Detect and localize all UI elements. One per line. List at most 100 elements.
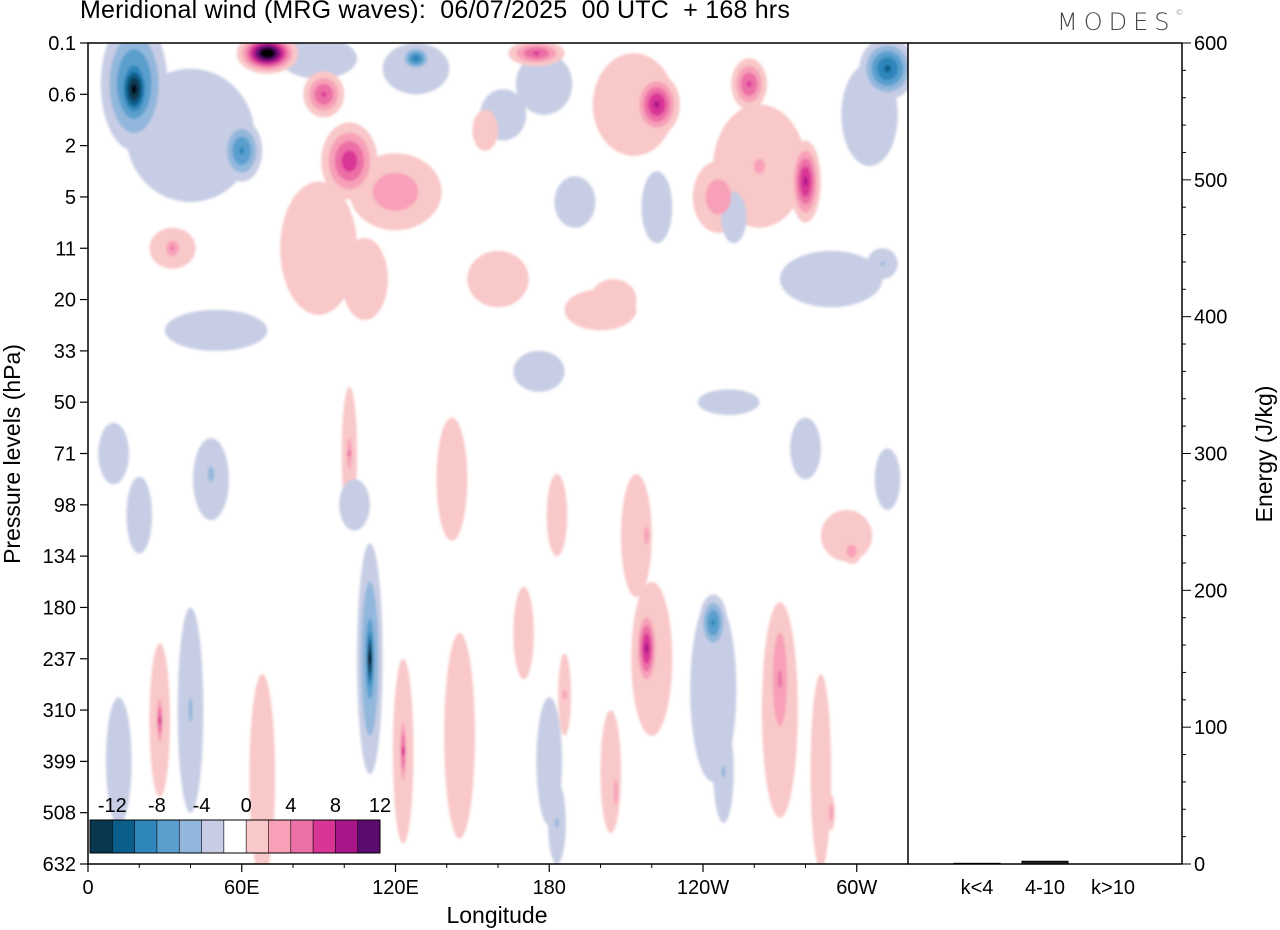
contour-blob-69-level-3: [411, 54, 421, 62]
energy-tick-label: 200: [1194, 580, 1227, 602]
colorbar-label: 8: [330, 795, 341, 817]
energy-tick-label: 0: [1194, 854, 1205, 876]
contour-blob-53-level-0: [790, 417, 821, 480]
contour-blob-75-level-2: [347, 450, 352, 457]
energy-tick-label: 300: [1194, 444, 1227, 466]
y-tick-label: 98: [54, 495, 76, 517]
contour-blob-32-level-0: [280, 43, 358, 79]
contour-blob-38-level-6: [259, 48, 276, 59]
contour-blob-26-level-0: [515, 53, 573, 115]
y-tick-label: 310: [43, 700, 76, 722]
x-tick-label: 120E: [372, 877, 419, 899]
contour-blob-55-level-3: [746, 80, 752, 88]
contour-blob-13-level-0: [249, 674, 276, 864]
y-tick-label: 2: [65, 136, 76, 158]
logo-text: MODES: [1057, 8, 1176, 36]
contour-blob-76-level-1: [207, 466, 215, 482]
y-tick-label: 134: [43, 546, 76, 568]
contour-blob-28-level-6: [131, 84, 137, 95]
y-tick-label: 11: [55, 238, 76, 260]
wind-contour-field: [98, 43, 908, 864]
contour-blob-7-level-1: [372, 172, 419, 211]
y-tick-label: 0.6: [48, 84, 76, 106]
contour-blob-61-level-1: [554, 818, 559, 828]
colorbar-label: 12: [369, 795, 391, 817]
contour-blob-74-level-1: [613, 779, 618, 805]
contour-blob-77-level-1: [644, 526, 650, 545]
heatmap-axes: 0.1 0.6 2 5 11 20 33 50 71 98 134 180 237 310 399 508 63…: [43, 33, 909, 899]
contour-blob-35-level-4: [654, 100, 660, 109]
y-tick-label: 5: [65, 187, 76, 209]
contour-blob-49-level-0: [513, 586, 534, 680]
contour-blob-62-level-3: [533, 51, 540, 56]
contour-blob-30-level-0: [105, 697, 132, 826]
x-tick-label: 180: [533, 877, 566, 899]
colorbar-swatch: [90, 820, 113, 853]
y-tick-label: 180: [43, 597, 76, 619]
contour-blob-19-level-0: [341, 237, 388, 321]
x-tick-label: 60W: [836, 877, 877, 899]
modes-logo: MODES©: [1057, 8, 1183, 36]
energy-category-label: k>10: [1091, 877, 1135, 899]
colorbar-swatch: [134, 820, 158, 853]
colorbar-swatch: [156, 820, 180, 853]
colorbar-swatch: [313, 820, 336, 853]
energy-bar-1: [1021, 860, 1069, 865]
colorbar-label: 4: [285, 795, 296, 817]
contour-blob-44-level-1: [721, 765, 726, 778]
x-tick-label: 60E: [224, 877, 260, 899]
energy-bar-panel: 0 100 200 300 400 500 600 k<4 4-10 k>10: [908, 33, 1227, 899]
contour-blob-52-level-3: [321, 91, 327, 98]
colorbar-swatch: [179, 820, 203, 853]
y-tick-label: 33: [54, 341, 76, 363]
contour-blob-2-level-0: [280, 181, 358, 315]
y-tick-label: 399: [43, 751, 76, 773]
colorbar-frame: [89, 819, 381, 854]
y-axis-label: Pressure levels (hPa): [0, 344, 25, 564]
contour-blob-47-level-0: [126, 476, 153, 554]
contour-blob-60-level-0: [697, 389, 760, 416]
contour-blob-54-level-0: [98, 422, 129, 485]
contour-blob-66-level-0: [472, 109, 498, 151]
energy-tick-label: 600: [1194, 33, 1227, 55]
x-tick-label: 0: [82, 877, 93, 899]
contour-blob-21-level-0: [436, 417, 468, 541]
contour-blob-17-level-0: [810, 674, 832, 864]
contour-blob-68-level-0: [318, 248, 334, 310]
energy-axis-label: Energy (J/kg): [1251, 386, 1277, 523]
contour-blob-70-level-3: [401, 746, 406, 757]
contour-blob-48-level-4: [644, 643, 649, 654]
contour-blob-56-level-0: [546, 474, 568, 557]
colorbar-swatch: [335, 820, 359, 853]
logo-mark: ©: [1175, 8, 1184, 17]
contour-blob-59-level-0: [339, 479, 370, 531]
contour-blob-23-level-2: [777, 670, 782, 689]
contour-blob-51-level-0: [590, 279, 637, 321]
contour-blob-67-level-1: [880, 261, 885, 266]
contour-blob-71-level-1: [846, 544, 857, 558]
colorbar-swatch: [246, 820, 269, 853]
energy-bar-0: [953, 862, 1001, 865]
colorbar-swatch: [268, 820, 292, 853]
colorbar-swatch: [201, 820, 225, 853]
contour-blob-20-level-0: [621, 474, 652, 598]
contour-blob-22-level-1: [705, 179, 732, 215]
colorbar: -12 -8 -4 0 4 8 12: [89, 795, 391, 854]
contour-blob-25-level-4: [884, 64, 891, 73]
contour-blob-42-level-0: [641, 171, 673, 244]
contour-blob-37-level-4: [803, 176, 808, 187]
colorbar-swatch: [223, 820, 247, 853]
energy-tick-label: 500: [1194, 170, 1227, 192]
energy-tick-label: 400: [1194, 307, 1227, 329]
y-tick-label: 632: [43, 854, 76, 876]
contour-blob-11-level-0: [779, 250, 883, 308]
contour-blob-9-level-0: [444, 633, 475, 839]
contour-blob-15-level-3: [341, 150, 358, 172]
contour-blob-58-level-0: [874, 448, 901, 510]
contour-blob-72-level-2: [170, 246, 175, 251]
x-axis-label: Longitude: [446, 902, 547, 928]
energy-category-label: 4-10: [1025, 877, 1065, 899]
x-tick-label: 120W: [677, 877, 729, 899]
contour-blob-73-level-3: [157, 716, 162, 725]
colorbar-label: -4: [193, 795, 211, 817]
